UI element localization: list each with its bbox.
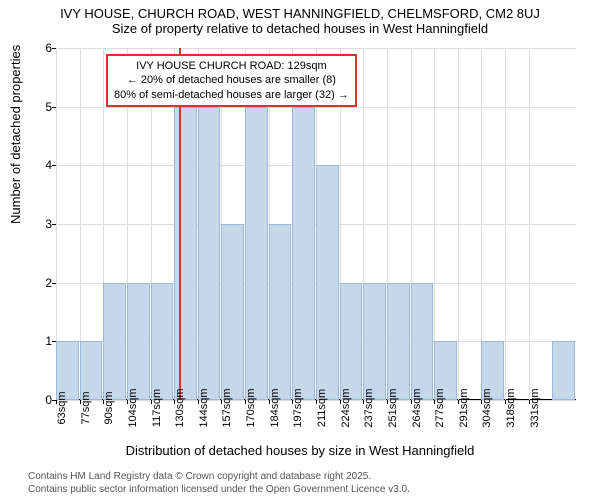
grid-line-v (458, 48, 459, 400)
x-tick-label: 224sqm (340, 388, 352, 427)
grid-line-v (505, 48, 506, 400)
x-tick-label: 237sqm (363, 388, 375, 427)
callout-line1: IVY HOUSE CHURCH ROAD: 129sqm (114, 59, 349, 73)
footer-line2: Contains public sector information licen… (28, 483, 410, 496)
x-tick-label: 291sqm (458, 388, 470, 427)
histogram-bar (174, 107, 197, 400)
x-tick-label: 277sqm (434, 388, 446, 427)
chart-container: IVY HOUSE, CHURCH ROAD, WEST HANNINGFIEL… (0, 0, 600, 500)
y-tick-mark (52, 48, 56, 49)
histogram-bar (245, 107, 268, 400)
histogram-bar (363, 283, 386, 400)
histogram-bar (151, 283, 174, 400)
histogram-bar (269, 224, 292, 400)
x-tick-label: 63sqm (56, 391, 68, 424)
x-tick-label: 197sqm (292, 388, 304, 427)
x-tick-label: 264sqm (411, 388, 423, 427)
callout-line3: 80% of semi-detached houses are larger (… (114, 88, 349, 102)
histogram-bar (411, 283, 434, 400)
histogram-bar (127, 283, 150, 400)
histogram-bar (198, 107, 221, 400)
histogram-bar (221, 224, 244, 400)
x-tick-label: 251sqm (387, 388, 399, 427)
x-tick-label: 90sqm (103, 391, 115, 424)
footer: Contains HM Land Registry data © Crown c… (28, 470, 410, 496)
y-tick-mark (52, 107, 56, 108)
y-tick-label: 0 (45, 393, 52, 407)
x-tick-label: 331sqm (529, 388, 541, 427)
y-tick-mark (52, 165, 56, 166)
y-axis-label: Number of detached properties (8, 45, 23, 224)
y-tick-mark (52, 341, 56, 342)
histogram-bar (292, 107, 315, 400)
x-tick-label: 144sqm (198, 388, 210, 427)
x-tick-label: 211sqm (316, 389, 328, 427)
chart-title-line1: IVY HOUSE, CHURCH ROAD, WEST HANNINGFIEL… (0, 0, 600, 21)
plot-area: IVY HOUSE CHURCH ROAD: 129sqm ← 20% of d… (56, 48, 576, 400)
x-tick-label: 77sqm (80, 391, 92, 424)
histogram-bar (552, 341, 575, 400)
grid-line-v (529, 48, 530, 400)
y-tick-label: 1 (45, 334, 52, 348)
y-tick-label: 2 (45, 276, 52, 290)
y-tick-label: 6 (45, 41, 52, 55)
y-tick-mark (52, 283, 56, 284)
y-tick-mark (52, 224, 56, 225)
y-tick-label: 4 (45, 158, 52, 172)
x-tick-label: 104sqm (127, 388, 139, 427)
x-axis-label: Distribution of detached houses by size … (0, 443, 600, 458)
x-tick-label: 184sqm (269, 388, 281, 427)
x-tick-label: 130sqm (174, 388, 186, 427)
x-tick-label: 157sqm (221, 388, 233, 427)
histogram-bar (387, 283, 410, 400)
marker-callout: IVY HOUSE CHURCH ROAD: 129sqm ← 20% of d… (106, 54, 357, 107)
x-tick-label: 304sqm (481, 388, 493, 427)
histogram-bar (340, 283, 363, 400)
callout-line2: ← 20% of detached houses are smaller (8) (114, 73, 349, 87)
histogram-bar (316, 165, 339, 400)
x-tick-label: 318sqm (505, 388, 517, 427)
histogram-bar (103, 283, 126, 400)
x-tick-label: 170sqm (245, 388, 257, 427)
chart-title-line2: Size of property relative to detached ho… (0, 21, 600, 40)
footer-line1: Contains HM Land Registry data © Crown c… (28, 470, 410, 483)
x-tick-label: 117sqm (151, 389, 163, 427)
y-tick-label: 3 (45, 217, 52, 231)
y-tick-label: 5 (45, 100, 52, 114)
